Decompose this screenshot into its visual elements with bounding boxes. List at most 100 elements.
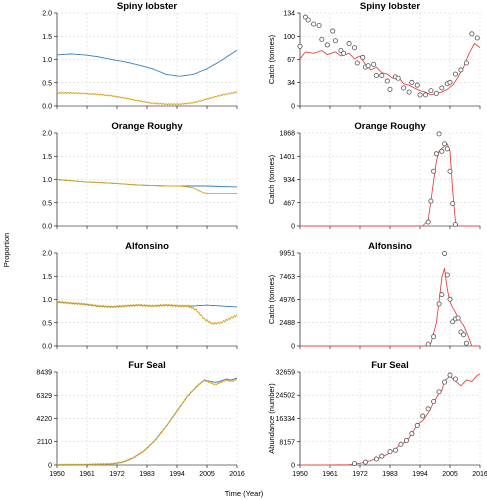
data-point bbox=[442, 250, 448, 256]
data-point bbox=[433, 91, 439, 97]
y-tick-label: 1401 bbox=[279, 154, 295, 161]
y-axis-label: Abundance (number) bbox=[267, 383, 276, 454]
data-point bbox=[444, 272, 450, 278]
data-point bbox=[425, 406, 431, 412]
data-point bbox=[379, 453, 385, 459]
data-point bbox=[474, 35, 480, 41]
data-point bbox=[297, 43, 303, 49]
y-tick-label: 0.5 bbox=[42, 320, 52, 327]
chart-panel-spiny-right: Spiny lobster 0 34 67 100 134 Catch (tonnes) bbox=[267, 1, 481, 111]
y-tick-label: 467 bbox=[283, 200, 295, 207]
data-point bbox=[365, 63, 371, 69]
y-tick-label: 8157 bbox=[279, 439, 295, 446]
x-tick-label: 2005 bbox=[199, 471, 215, 478]
panel-title: Spiny lobster bbox=[117, 1, 177, 12]
data-point bbox=[414, 422, 420, 428]
y-tick-label: 2.0 bbox=[42, 131, 52, 138]
data-point bbox=[403, 438, 409, 444]
x-tick-label: 1950 bbox=[292, 471, 308, 478]
y-tick-label: 0.5 bbox=[42, 200, 52, 207]
y-tick-label: 0.0 bbox=[42, 344, 52, 351]
x-tick-label: 1961 bbox=[79, 471, 95, 478]
panel-title: Fur Seal bbox=[371, 360, 409, 371]
shared-y-axis-label: Proportion bbox=[2, 233, 11, 268]
data-point bbox=[371, 61, 377, 67]
series-line-orange bbox=[56, 378, 238, 466]
data-point bbox=[447, 168, 453, 174]
y-tick-label: 134 bbox=[283, 11, 295, 18]
chart-panel-alfonsino-left: Alfonsino 0.0 0.5 1.0 1.5 2.0 bbox=[42, 241, 238, 351]
data-point bbox=[384, 78, 390, 84]
chart-panel-roughy-right: Orange Roughy 0 467 934 1401 1868 Catch (tonne… bbox=[267, 121, 481, 231]
panel-title: Alfonsino bbox=[125, 241, 169, 252]
y-tick-label: 2110 bbox=[37, 439, 52, 446]
data-point bbox=[311, 21, 317, 27]
series-line-blue bbox=[56, 301, 237, 308]
series-line-orange bbox=[56, 91, 238, 106]
series-line-blue bbox=[57, 49, 238, 77]
y-tick-label: 0 bbox=[291, 104, 295, 111]
data-point bbox=[461, 332, 467, 338]
y-tick-label: 1868 bbox=[279, 131, 295, 138]
data-point bbox=[442, 141, 448, 147]
x-tick-label: 1994 bbox=[169, 471, 185, 478]
data-point bbox=[431, 334, 437, 340]
series-line-orange bbox=[56, 300, 238, 325]
data-point bbox=[425, 219, 431, 225]
data-point bbox=[352, 461, 358, 467]
y-tick-label: 0.0 bbox=[42, 104, 52, 111]
x-tick-label: 1950 bbox=[49, 471, 65, 478]
y-tick-label: 0 bbox=[291, 463, 295, 470]
y-tick-label: 0.5 bbox=[42, 80, 52, 87]
data-point bbox=[444, 146, 450, 152]
data-point bbox=[469, 31, 475, 37]
data-point bbox=[319, 36, 325, 42]
series-line-red bbox=[300, 143, 480, 227]
x-tick-label: 2016 bbox=[229, 471, 245, 478]
data-point bbox=[414, 82, 420, 88]
x-tick-label: 1961 bbox=[322, 471, 338, 478]
data-point bbox=[395, 75, 401, 81]
data-point bbox=[330, 28, 336, 34]
y-tick-label: 0 bbox=[291, 224, 295, 231]
y-tick-label: 0.0 bbox=[42, 224, 52, 231]
y-axis-label: Catch (tonnes) bbox=[267, 34, 276, 84]
data-point bbox=[373, 456, 379, 462]
data-point bbox=[373, 72, 379, 78]
data-point bbox=[387, 449, 393, 455]
data-point bbox=[428, 198, 434, 204]
y-tick-label: 0 bbox=[291, 344, 295, 351]
data-point bbox=[346, 41, 352, 47]
data-point bbox=[450, 201, 456, 207]
data-point bbox=[439, 148, 445, 154]
data-point bbox=[431, 398, 437, 404]
x-tick-label: 1972 bbox=[109, 471, 125, 478]
y-tick-label: 16334 bbox=[276, 416, 296, 423]
data-point bbox=[439, 85, 445, 91]
panel-title: Fur Seal bbox=[128, 360, 166, 371]
data-point bbox=[332, 38, 338, 44]
x-tick-label: 1972 bbox=[352, 471, 368, 478]
data-point bbox=[447, 296, 453, 302]
data-point bbox=[352, 45, 358, 51]
series-line-red bbox=[300, 267, 480, 347]
y-tick-label: 100 bbox=[283, 34, 295, 41]
data-point bbox=[398, 441, 404, 447]
y-tick-label: 1.0 bbox=[42, 57, 52, 64]
y-tick-label: 7463 bbox=[279, 274, 295, 281]
x-tick-label: 2016 bbox=[472, 471, 487, 478]
y-tick-label: 32659 bbox=[276, 370, 296, 377]
data-point bbox=[436, 389, 442, 395]
y-tick-label: 24502 bbox=[276, 393, 296, 400]
y-tick-label: 67 bbox=[287, 57, 295, 64]
y-tick-label: 1.5 bbox=[42, 34, 52, 41]
data-point bbox=[455, 315, 461, 321]
chart-panel-spiny-left: Spiny lobster 0.0 0.5 1.0 1.5 2.0 bbox=[42, 1, 238, 111]
y-axis-label: Catch (tonnes) bbox=[267, 274, 276, 324]
y-tick-label: 2488 bbox=[279, 320, 295, 327]
data-point bbox=[379, 72, 385, 78]
data-point bbox=[324, 42, 330, 48]
data-point bbox=[431, 168, 437, 174]
y-tick-label: 2.0 bbox=[42, 11, 52, 18]
